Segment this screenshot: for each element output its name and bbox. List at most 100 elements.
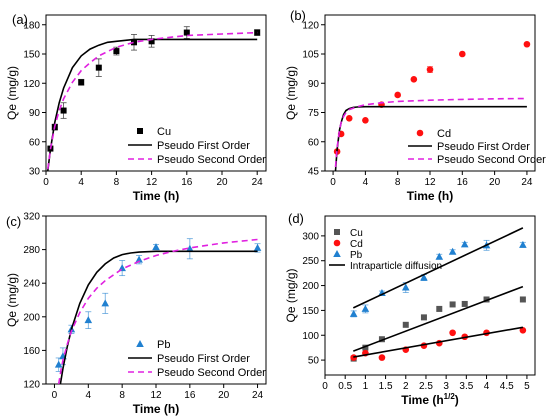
series-line-intraparticle-diffusion bbox=[352, 227, 524, 309]
data-point-cu bbox=[362, 344, 369, 351]
x-axis-title: Time (h) bbox=[407, 189, 453, 203]
y-tick-label: 75 bbox=[308, 108, 320, 119]
data-point-pb bbox=[361, 304, 370, 312]
series-line-pseudo-first-order bbox=[334, 105, 527, 171]
y-tick-label: 60 bbox=[308, 137, 320, 148]
data-point-cu bbox=[378, 336, 385, 343]
data-point-cu bbox=[402, 321, 409, 328]
data-point-pb bbox=[349, 309, 358, 317]
data-point-pb bbox=[435, 252, 444, 260]
x-axis-title-text: Time (h bbox=[401, 393, 443, 407]
x-tick-label: 4 bbox=[78, 177, 84, 188]
x-tick-label: 16 bbox=[457, 177, 469, 188]
y-tick-label: 320 bbox=[23, 212, 40, 223]
data-point-cu bbox=[148, 38, 155, 45]
series-line-fit-5 bbox=[353, 326, 524, 358]
legend-marker bbox=[333, 239, 341, 247]
data-point-cd bbox=[394, 91, 401, 99]
x-axis-title-text: Time (h) bbox=[133, 402, 179, 416]
y-tick-label: 240 bbox=[23, 279, 40, 290]
data-point-pb bbox=[420, 273, 428, 281]
legend-label: Cd bbox=[350, 239, 363, 250]
data-point-cd bbox=[345, 115, 353, 122]
y-tick-label: 150 bbox=[302, 306, 319, 317]
x-tick-label: 12 bbox=[146, 177, 158, 188]
series-line-fit-4 bbox=[353, 285, 524, 352]
series-line-pseudo-second-order bbox=[47, 31, 258, 170]
x-axis-title-text: Time (h) bbox=[407, 189, 453, 203]
data-point-pb bbox=[186, 244, 194, 252]
data-point-pb bbox=[101, 299, 110, 307]
x-tick-label: 20 bbox=[216, 177, 228, 188]
plot-area bbox=[47, 26, 261, 171]
y-tick-label: 200 bbox=[302, 281, 319, 292]
plot-frame bbox=[45, 14, 267, 172]
y-tick-label: 100 bbox=[302, 331, 319, 342]
panel-label: (a) bbox=[12, 12, 28, 27]
data-point-cd bbox=[449, 329, 456, 337]
x-tick-label: 0 bbox=[43, 177, 49, 188]
data-point-pb bbox=[54, 360, 63, 368]
y-tick-label: 160 bbox=[23, 346, 40, 357]
y-tick-label: 45 bbox=[308, 167, 320, 178]
x-tick-label: 2.5 bbox=[419, 381, 433, 392]
legend-label: Pseudo First Order bbox=[157, 140, 250, 152]
x-tick-label: 3 bbox=[443, 381, 449, 392]
x-tick-label: 8 bbox=[395, 177, 401, 188]
y-tick-label: 300 bbox=[302, 231, 319, 242]
panel-label: (d) bbox=[288, 211, 304, 226]
legend-label: Intraparticle diffusion bbox=[350, 261, 442, 272]
data-point-cu bbox=[461, 300, 468, 307]
legend-label: Pseudo Second Order bbox=[437, 154, 546, 166]
x-tick-label: 2 bbox=[403, 381, 409, 392]
legend-label: Cu bbox=[350, 228, 363, 239]
x-tick-label: 24 bbox=[521, 177, 533, 188]
data-point-cu bbox=[519, 296, 526, 303]
data-point-cd bbox=[459, 50, 466, 58]
y-tick-label: 180 bbox=[23, 20, 40, 31]
panel-label: (b) bbox=[290, 8, 306, 23]
legend-marker bbox=[416, 129, 424, 137]
data-point-pb bbox=[253, 243, 262, 251]
series-line-pseudo-second-order bbox=[334, 97, 527, 168]
data-point-cu bbox=[254, 29, 261, 36]
data-point-cu bbox=[420, 314, 427, 321]
y-tick-label: 60 bbox=[29, 137, 41, 148]
x-tick-label: 24 bbox=[252, 390, 264, 401]
x-tick-label: 12 bbox=[150, 390, 162, 401]
data-point-cd bbox=[410, 76, 418, 83]
x-tick-label: 0.5 bbox=[338, 381, 352, 392]
x-tick-label: 4 bbox=[484, 381, 490, 392]
plot-area bbox=[349, 227, 527, 362]
panel-d: 0 0.5 1 1.5 2 2.5 3 3.5 4 4.5 5 50 100 150 200 250 300 Ti… bbox=[284, 211, 536, 407]
data-point-cu bbox=[60, 107, 67, 114]
y-tick-label: 150 bbox=[23, 50, 40, 61]
series-line-pseudo-second-order bbox=[57, 238, 258, 384]
data-point-cu bbox=[449, 301, 456, 308]
legend: Pb Pseudo First Order Pseudo Second Order bbox=[128, 339, 266, 379]
data-point-cu bbox=[78, 79, 85, 86]
legend-label: Pb bbox=[350, 250, 363, 261]
series-line-pseudo-first-order bbox=[47, 38, 258, 171]
panel-label: (c) bbox=[6, 214, 21, 229]
x-tick-label: 8 bbox=[119, 390, 125, 401]
data-point-cd bbox=[519, 326, 527, 334]
x-tick-label: 24 bbox=[252, 177, 264, 188]
y-tick-label: 250 bbox=[302, 256, 319, 267]
panel-b: 0 4 8 12 16 20 24 45 60 75 90 105 120 Time (h) Qe (mg/… bbox=[284, 8, 546, 203]
data-point-cu bbox=[113, 48, 120, 55]
x-tick-label: 16 bbox=[181, 177, 193, 188]
x-tick-label: 20 bbox=[489, 177, 501, 188]
plot-frame bbox=[324, 215, 536, 376]
legend: Cu Pseudo First Order Pseudo Second Order bbox=[128, 126, 266, 166]
y-tick-label: 120 bbox=[23, 79, 40, 90]
y-tick-label: 90 bbox=[308, 79, 320, 90]
x-tick-label: 4 bbox=[363, 177, 369, 188]
data-point-pb bbox=[135, 255, 143, 263]
legend-label: Pseudo First Order bbox=[437, 141, 530, 153]
y-tick-label: 120 bbox=[23, 380, 40, 391]
x-tick-label: 16 bbox=[184, 390, 196, 401]
x-tick-label: 20 bbox=[218, 390, 230, 401]
x-axis-title: Time (h) bbox=[133, 189, 179, 203]
